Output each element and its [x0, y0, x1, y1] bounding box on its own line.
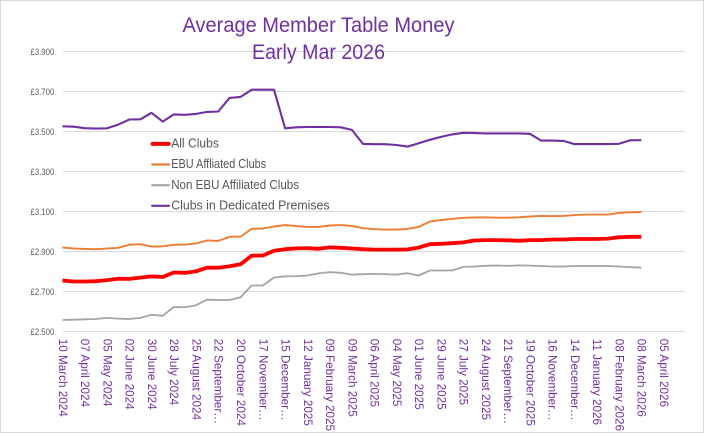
svg-text:21 September…: 21 September…: [501, 339, 514, 424]
svg-text:16 November…: 16 November…: [546, 339, 559, 421]
svg-text:£3.300: £3.300: [31, 166, 55, 177]
svg-text:£3.500: £3.500: [31, 126, 55, 137]
svg-text:02 June 2024: 02 June 2024: [123, 339, 136, 410]
svg-text:01 June 2025: 01 June 2025: [412, 339, 425, 410]
svg-text:05 April 2026: 05 April 2026: [657, 339, 670, 407]
svg-text:All Clubs: All Clubs: [171, 137, 219, 151]
svg-text:24 August 2025: 24 August 2025: [479, 339, 492, 421]
svg-text:£3.700: £3.700: [31, 86, 55, 97]
svg-text:09 February 2025: 09 February 2025: [323, 339, 336, 432]
svg-text:04 May 2025: 04 May 2025: [390, 339, 403, 407]
svg-text:Clubs in Dedicated Premises: Clubs in Dedicated Premises: [171, 198, 329, 212]
svg-text:10 March 2024: 10 March 2024: [56, 339, 69, 417]
svg-text:Average Member Table Money: Average Member Table Money: [183, 14, 456, 37]
svg-text:Non EBU Affiliated Clubs: Non EBU Affiliated Clubs: [171, 178, 299, 192]
svg-text:11 January 2026: 11 January 2026: [590, 339, 603, 425]
svg-text:17 November…: 17 November…: [256, 339, 269, 421]
svg-text:08 February 2026: 08 February 2026: [612, 339, 625, 431]
svg-text:28 July 2024: 28 July 2024: [167, 339, 180, 406]
svg-text:30 June 2024: 30 June 2024: [145, 339, 158, 410]
svg-text:£3.900: £3.900: [31, 46, 55, 57]
svg-text:27 July 2025: 27 July 2025: [457, 339, 470, 406]
svg-text:19 October 2025: 19 October 2025: [523, 339, 536, 427]
svg-text:20 October 2024: 20 October 2024: [234, 339, 247, 427]
svg-text:25 August 2024: 25 August 2024: [190, 339, 203, 421]
svg-text:£2.500: £2.500: [31, 326, 55, 337]
svg-text:29 June 2025: 29 June 2025: [434, 339, 447, 410]
svg-text:Early Mar 2026: Early Mar 2026: [252, 41, 385, 64]
svg-text:06 April 2025: 06 April 2025: [368, 339, 381, 408]
svg-text:£3.100: £3.100: [31, 206, 55, 217]
svg-text:12 January 2025: 12 January 2025: [301, 339, 314, 427]
svg-text:05 May 2024: 05 May 2024: [100, 339, 113, 407]
svg-text:15 December…: 15 December…: [279, 339, 292, 421]
svg-text:£2.900: £2.900: [31, 246, 55, 257]
svg-text:£2.700: £2.700: [31, 286, 55, 297]
svg-text:14 December…: 14 December…: [568, 339, 581, 421]
svg-text:EBU Affliated Clubs: EBU Affliated Clubs: [171, 157, 266, 171]
svg-text:08 March 2026: 08 March 2026: [635, 339, 648, 417]
svg-text:09 March 2025: 09 March 2025: [345, 339, 358, 417]
svg-text:07 April 2024: 07 April 2024: [78, 339, 91, 408]
svg-text:22 September…: 22 September…: [212, 339, 225, 424]
